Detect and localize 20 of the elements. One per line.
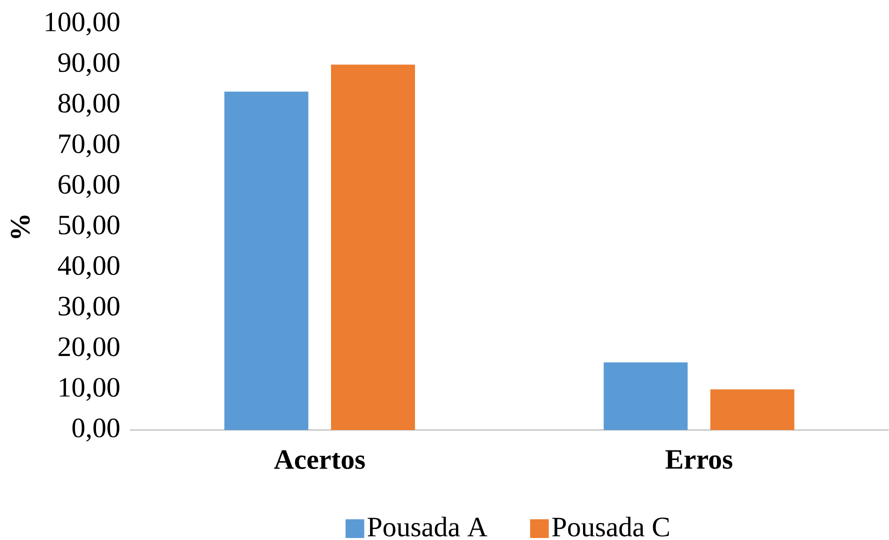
y-tick-label: 30,00 <box>58 296 120 320</box>
bar <box>331 64 416 430</box>
y-tick-label: 50,00 <box>59 216 120 238</box>
bar <box>604 362 688 430</box>
y-tick-label: 90,00 <box>58 53 120 76</box>
y-tick-label: 70,00 <box>59 134 120 158</box>
y-tick-label: 40,00 <box>58 256 120 280</box>
legend-label: Pousada C <box>552 516 669 536</box>
y-tick-label: 0,00 <box>72 418 120 442</box>
x-tick-label: Erros <box>666 450 732 469</box>
y-tick-label: 80,00 <box>58 94 120 117</box>
x-tick-label: Acertos <box>274 450 365 470</box>
y-tick-label: 20,00 <box>58 337 120 360</box>
legend-label: Pousada A <box>368 516 488 536</box>
y-tick-label: 60,00 <box>58 174 120 198</box>
bar <box>224 92 308 430</box>
y-tick-label: 100,00 <box>46 12 120 36</box>
bar <box>710 389 794 430</box>
y-tick-label: 10,00 <box>60 378 120 401</box>
y-axis-title: % <box>10 216 30 238</box>
